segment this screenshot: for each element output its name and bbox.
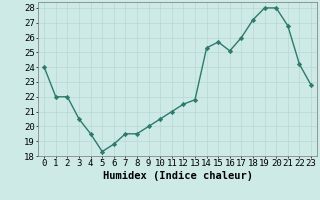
X-axis label: Humidex (Indice chaleur): Humidex (Indice chaleur) [103, 171, 252, 181]
